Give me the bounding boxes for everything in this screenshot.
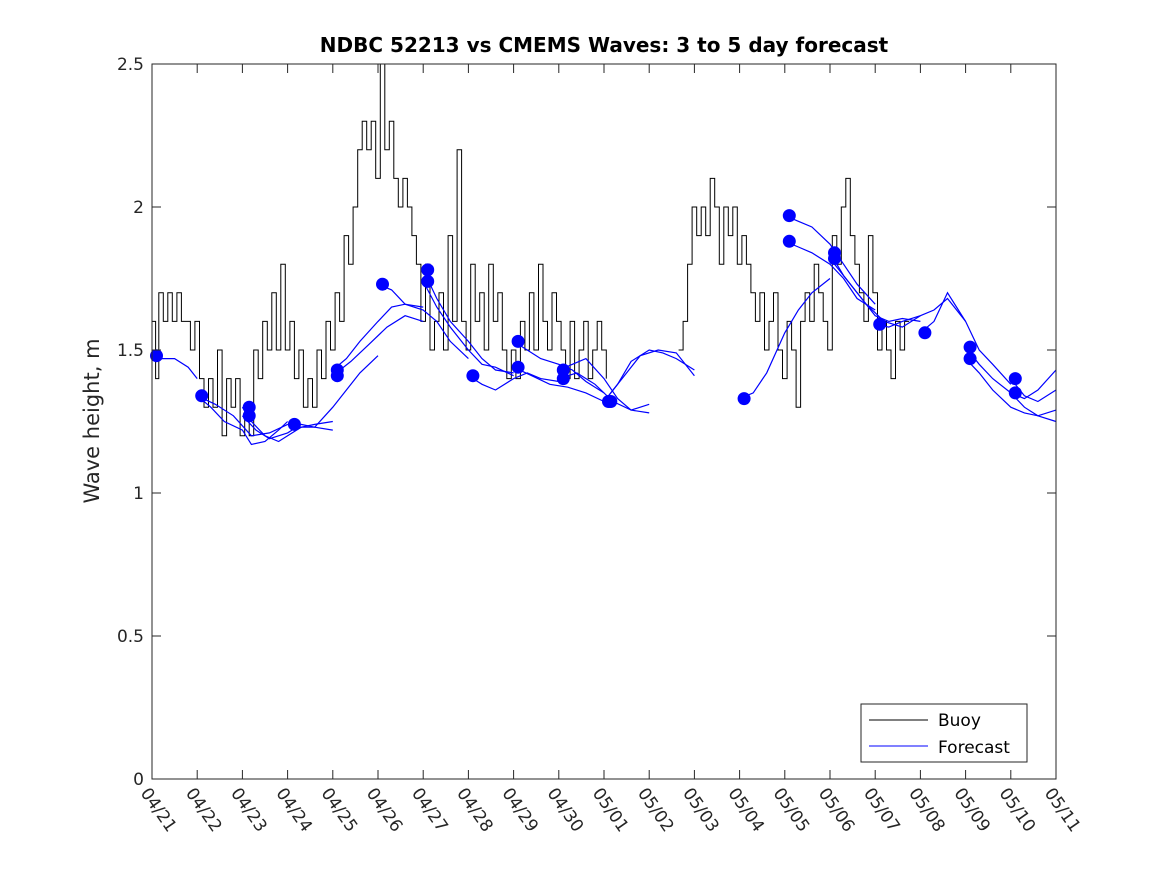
forecast-line [1010, 392, 1057, 423]
x-tick-label: 04/24 [272, 784, 316, 836]
y-axis-label: Wave height, m [80, 338, 104, 503]
forecast-marker [330, 369, 344, 383]
forecast-marker [287, 417, 301, 431]
forecast-marker [1008, 386, 1022, 400]
forecast-marker [782, 234, 796, 248]
forecast-marker [195, 389, 209, 403]
x-tick-label: 05/09 [950, 784, 994, 836]
forecast-marker [466, 369, 480, 383]
x-tick-label: 04/21 [136, 784, 180, 836]
x-tick-label: 05/06 [814, 784, 858, 836]
forecast-line [920, 291, 1012, 385]
forecast-marker [918, 326, 932, 340]
forecast-marker [242, 409, 256, 423]
forecast-marker [421, 274, 435, 288]
forecast-marker [782, 209, 796, 223]
x-tick-label: 04/30 [543, 784, 587, 836]
x-tick-label: 04/22 [181, 784, 225, 836]
forecast-marker [556, 372, 570, 386]
legend-box [860, 703, 1028, 763]
forecast-line [196, 395, 288, 437]
y-tick-label: 1 [133, 484, 144, 504]
x-tick-label: 04/25 [317, 784, 361, 836]
x-tick-label: 05/07 [859, 784, 903, 836]
forecast-marker [737, 392, 751, 406]
forecast-marker [963, 352, 977, 366]
forecast-line [332, 315, 424, 377]
legend-buoy-label: Buoy [938, 711, 981, 731]
plot-layer [150, 63, 1057, 446]
y-tick-label: 2.5 [117, 55, 144, 75]
x-tick-label: 04/29 [498, 784, 542, 836]
x-tick-label: 05/02 [633, 784, 677, 836]
y-tick-label: 0 [133, 770, 144, 790]
legend: Buoy Forecast [860, 703, 1028, 763]
forecast-marker [604, 395, 618, 408]
buoy-line [152, 63, 607, 437]
x-tick-label: 05/04 [724, 784, 768, 836]
forecast-line [513, 366, 605, 403]
forecast-marker [828, 252, 841, 265]
forecast-line [784, 215, 876, 305]
x-tick-label: 05/08 [904, 784, 948, 836]
plot-area [152, 64, 1056, 779]
chart-title: NDBC 52213 vs CMEMS Waves: 3 to 5 day fo… [320, 33, 889, 57]
x-tick-label: 04/28 [452, 784, 496, 836]
forecast-line [829, 258, 921, 328]
forecast-marker [963, 340, 977, 354]
forecast-marker [376, 277, 389, 291]
x-tick-label: 05/03 [678, 784, 722, 836]
forecast-marker [421, 263, 435, 277]
y-tick-label: 1.5 [117, 341, 144, 361]
forecast-line [377, 283, 469, 360]
buoy-line [678, 177, 910, 408]
forecast-marker [150, 349, 163, 363]
forecast-line [558, 372, 650, 414]
forecast-line [784, 240, 876, 311]
forecast-line [875, 297, 967, 328]
forecast-marker [511, 360, 525, 374]
forecast-line [603, 349, 695, 402]
x-tick-label: 04/27 [407, 784, 451, 836]
x-tick-label: 04/26 [362, 784, 406, 836]
forecast-line [468, 372, 559, 391]
legend-forecast-label: Forecast [938, 738, 1010, 758]
y-tick-label: 0.5 [117, 627, 144, 647]
forecast-line [739, 278, 831, 400]
forecast-line [287, 355, 379, 428]
forecast-line [422, 281, 514, 377]
x-tick-label: 05/11 [1040, 784, 1084, 836]
x-tick-label: 05/10 [995, 784, 1039, 836]
y-tick-label: 2 [133, 198, 144, 218]
forecast-line [196, 395, 289, 446]
x-tick-label: 04/23 [226, 784, 270, 836]
forecast-line [513, 340, 605, 394]
forecast-marker [873, 317, 887, 331]
x-tick-label: 05/01 [588, 784, 632, 836]
forecast-marker [511, 334, 525, 348]
forecast-line [422, 269, 514, 374]
forecast-line [241, 406, 333, 443]
forecast-marker [1008, 372, 1022, 386]
x-tick-label: 05/05 [769, 784, 813, 836]
